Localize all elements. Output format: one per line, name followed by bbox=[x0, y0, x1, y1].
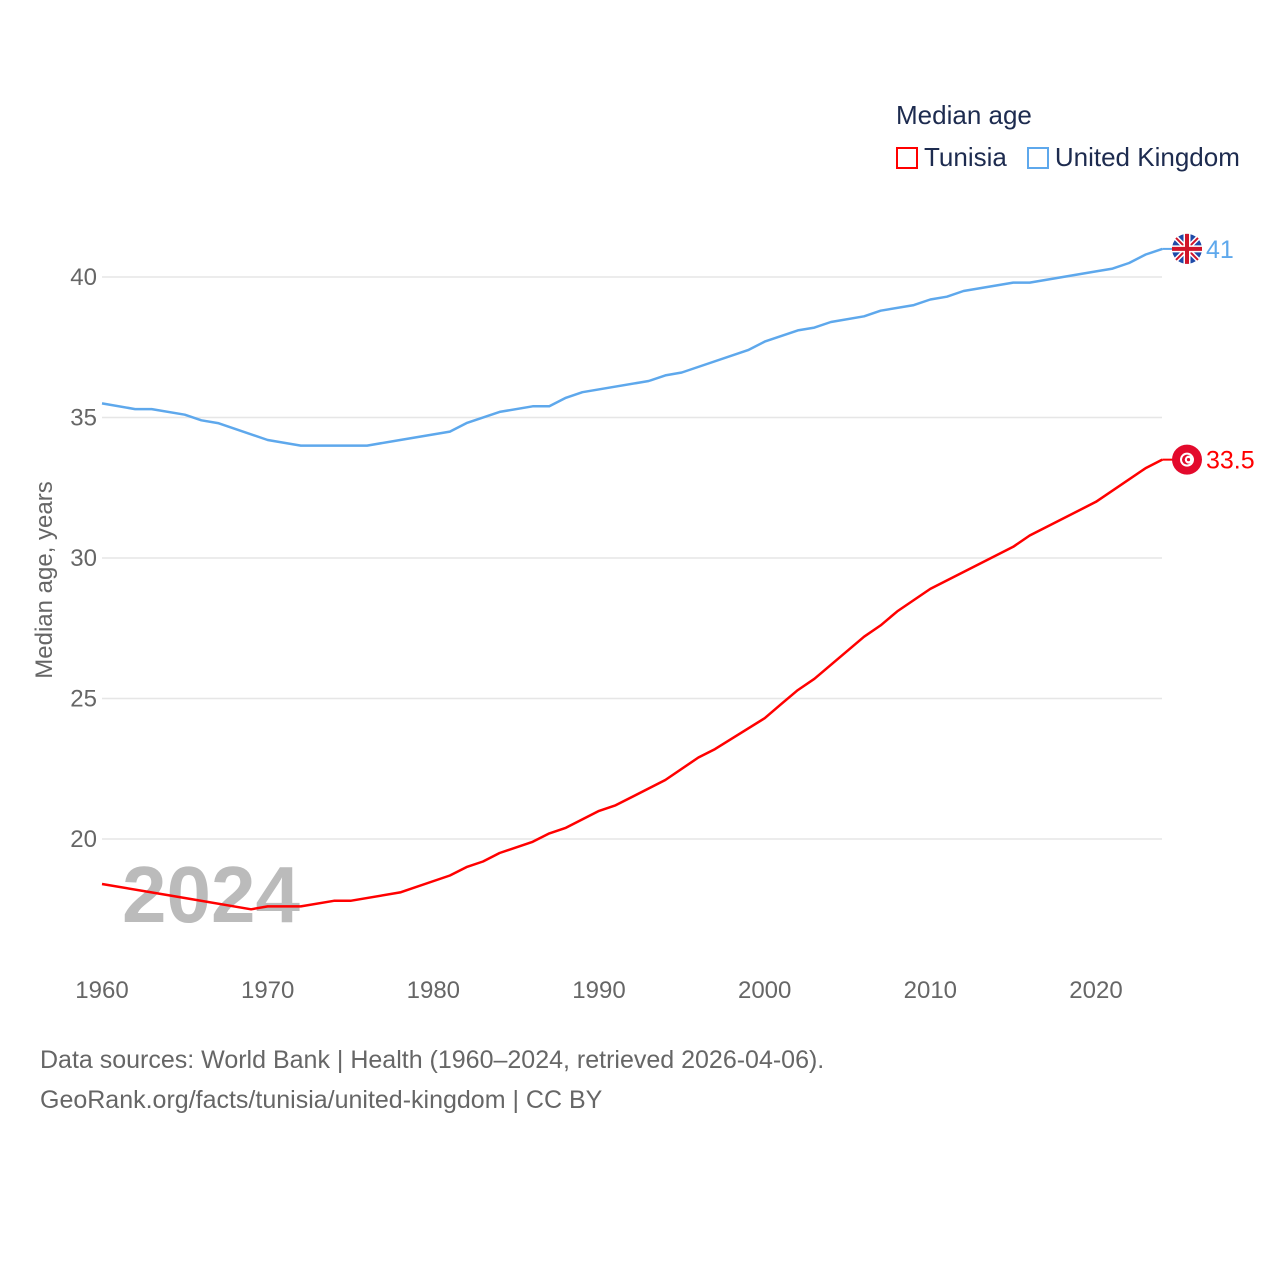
x-tick-label: 2000 bbox=[738, 977, 791, 1004]
x-tick-label: 2010 bbox=[904, 977, 957, 1004]
footer-sources: Data sources: World Bank | Health (1960–… bbox=[40, 1046, 825, 1074]
x-tick-label: 1980 bbox=[407, 977, 460, 1004]
legend-item-united-kingdom[interactable]: United Kingdom bbox=[1026, 142, 1240, 173]
gridlines bbox=[102, 276, 1162, 840]
x-tick-label: 1970 bbox=[241, 977, 294, 1004]
legend-swatch-united-kingdom bbox=[1026, 146, 1049, 169]
series-line-united-kingdom bbox=[101, 247, 1163, 447]
x-tick-label: 1960 bbox=[75, 977, 128, 1004]
series-line-tunisia bbox=[101, 458, 1163, 911]
tunisia-flag-icon bbox=[1172, 444, 1202, 475]
end-label-tunisia: 33.5 bbox=[1206, 447, 1255, 475]
legend-label-tunisia: Tunisia bbox=[924, 142, 1007, 172]
x-tick-label: 1990 bbox=[572, 977, 625, 1004]
legend: Tunisia United Kingdom bbox=[896, 142, 1240, 173]
flag-star bbox=[1186, 458, 1191, 462]
end-label-united-kingdom: 41 bbox=[1206, 236, 1234, 264]
series-group: 33.5 41 bbox=[101, 233, 1255, 911]
x-tick-label: 2020 bbox=[1069, 977, 1122, 1004]
y-tick-label: 25 bbox=[70, 686, 97, 713]
y-axis: 20 25 30 35 40 bbox=[70, 264, 97, 853]
legend-title: Median age bbox=[896, 100, 1032, 130]
x-axis: 1960 1970 1980 1990 2000 2010 2020 bbox=[75, 977, 1122, 1004]
y-tick-label: 20 bbox=[70, 826, 97, 853]
year-watermark: 2024 bbox=[122, 850, 300, 939]
y-axis-label: Median age, years bbox=[31, 481, 58, 678]
legend-swatch-tunisia bbox=[896, 146, 918, 169]
legend-label-united-kingdom: United Kingdom bbox=[1054, 142, 1240, 172]
y-tick-label: 40 bbox=[70, 264, 97, 291]
uk-flag-icon bbox=[1172, 233, 1202, 264]
footer-link[interactable]: GeoRank.org/facts/tunisia/united-kingdom… bbox=[40, 1086, 603, 1114]
y-tick-label: 30 bbox=[70, 545, 97, 572]
flag-cross-red bbox=[1172, 233, 1202, 264]
legend-item-tunisia[interactable]: Tunisia bbox=[896, 142, 1007, 173]
y-tick-label: 35 bbox=[70, 405, 97, 432]
